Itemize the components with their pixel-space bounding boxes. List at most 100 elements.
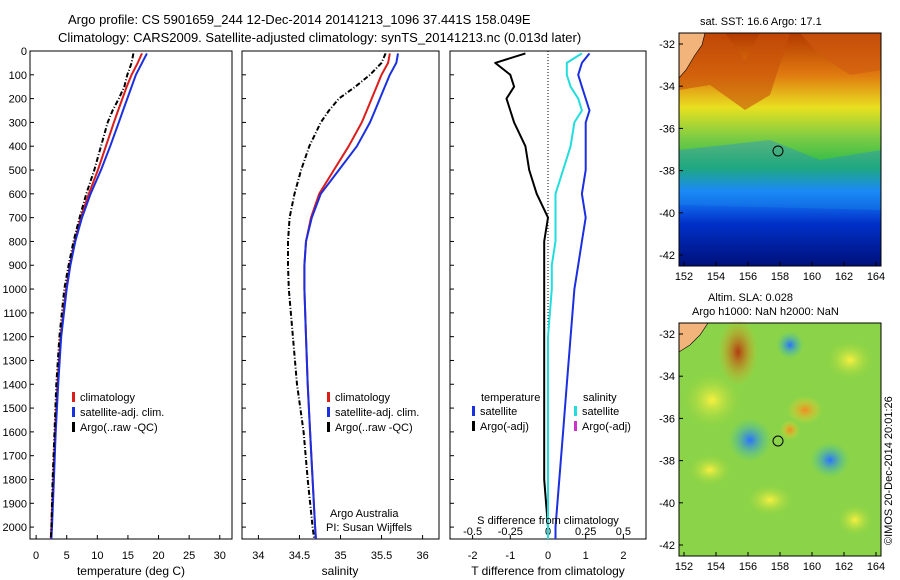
series-line-temperature-argo-adj- (494, 52, 549, 539)
legend-sal-satellite: satellite (582, 406, 619, 418)
annotation-pi: PI: Susan Wijffels (326, 522, 412, 534)
map-lat-label: -34 (659, 81, 675, 93)
map-lon-label: 162 (835, 561, 853, 573)
map-lat-label: -36 (659, 123, 675, 135)
legend-climatology: climatology (335, 392, 391, 404)
depth-tick-label: 1000 (3, 284, 27, 296)
map-lat-label: -40 (659, 498, 675, 510)
temperature-panel-frame (29, 50, 233, 540)
map-lon-label: 152 (675, 271, 693, 283)
salinity-panel-frame (241, 50, 440, 540)
map-lon-label: 160 (803, 271, 821, 283)
depth-tick-label: 600 (9, 189, 27, 201)
x-tick-label: 0 (545, 550, 551, 562)
header-line-1: Argo profile: CS 5901659_244 12-Dec-2014… (68, 12, 531, 27)
map-lat-label: -32 (659, 329, 675, 341)
x-tick-label: 10 (91, 550, 103, 562)
depth-tick-label: 1600 (3, 427, 27, 439)
series-line-argo-raw-qc- (287, 53, 387, 540)
legend-satellite: satellite-adj. clim. (80, 407, 164, 419)
series-line-argo-raw-qc- (49, 53, 135, 540)
depth-tick-label: 1700 (3, 451, 27, 463)
map-lon-label: 162 (835, 271, 853, 283)
depth-tick-label: 500 (9, 165, 27, 177)
map-lat-label: -32 (659, 39, 675, 51)
map-lon-label: 160 (803, 561, 821, 573)
difference-xlabel: T difference from climatology (471, 564, 625, 578)
legend-argo: Argo(..raw -QC) (80, 422, 158, 434)
temperature-panel: 0 5 10 15 20 25 30 (33, 52, 226, 562)
legend-salinity-title: salinity (583, 392, 617, 404)
legend-climatology: climatology (80, 392, 136, 404)
x-tick-label: 2 (620, 550, 626, 562)
map-lat-label: -36 (659, 413, 675, 425)
series-line-satellite-adj-clim- (303, 53, 399, 540)
x-tick-label: 5 (64, 550, 70, 562)
x-tick-label: 35.5 (371, 550, 392, 562)
sla-map-title-1: Altim. SLA: 0.028 (708, 292, 793, 304)
depth-tick-label: 1100 (3, 308, 27, 320)
x-tick-label: 30 (214, 550, 226, 562)
difference-panel: -2 -1 0 1 2-0.5 -0.25 0 0.25 0.5 (463, 51, 631, 562)
map-lat-label: -42 (659, 250, 675, 262)
legend-temperature-title: temperature (481, 392, 540, 404)
map-lon-label: 154 (707, 561, 725, 573)
legend-sal-argo: Argo(-adj) (582, 421, 631, 433)
difference-legend: temperature salinity satellite Argo(-adj… (472, 392, 631, 433)
map-lat-label: -38 (659, 456, 675, 468)
series-line-satellite-adj-clim- (50, 52, 148, 540)
map-lat-label: -38 (659, 166, 675, 178)
map-lon-label: 164 (867, 271, 885, 283)
top-tick-label: -0.5 (463, 526, 482, 538)
depth-tick-label: 1500 (3, 403, 27, 415)
depth-tick-label: 1200 (3, 332, 27, 344)
x-tick-label: 0 (33, 550, 39, 562)
sla-map-title-2: Argo h1000: NaN h2000: NaN (692, 306, 839, 318)
map-lon-label: 158 (771, 561, 789, 573)
legend-satellite: satellite-adj. clim. (335, 407, 419, 419)
depth-tick-label: 400 (9, 141, 27, 153)
x-tick-label: -2 (468, 550, 478, 562)
x-tick-label: 25 (183, 550, 195, 562)
salinity-panel: 34 34.5 35 35.5 36 (252, 53, 429, 562)
x-tick-label: 1 (583, 550, 589, 562)
sst-map-title: sat. SST: 16.6 Argo: 17.1 (700, 16, 822, 28)
x-tick-label: 36 (416, 550, 428, 562)
map-lat-label: -40 (659, 208, 675, 220)
difference-top-xlabel: S difference from climatology (477, 515, 619, 527)
legend-temp-argo: Argo(-adj) (480, 421, 529, 433)
map-lon-label: 156 (739, 271, 757, 283)
map-lat-label: -42 (659, 540, 675, 552)
map-lon-label: 152 (675, 561, 693, 573)
x-tick-label: 15 (122, 550, 134, 562)
series-line-climatology (303, 53, 391, 540)
sla-map (678, 318, 882, 557)
map-lon-label: 154 (707, 271, 725, 283)
depth-axis: 0 100 200 300 400 500 600 700 800 900 1000 1100 1200… (3, 46, 454, 534)
depth-tick-label: 1400 (3, 379, 27, 391)
depth-tick-label: 100 (9, 70, 27, 82)
depth-tick-label: 200 (9, 94, 27, 106)
map-lon-label: 158 (771, 271, 789, 283)
series-line-temperature-satellite (554, 52, 591, 539)
map-lon-label: 156 (739, 561, 757, 573)
depth-tick-label: 1800 (3, 474, 27, 486)
depth-tick-label: 300 (9, 117, 27, 129)
salinity-xlabel: salinity (322, 564, 359, 578)
depth-tick-label: 1900 (3, 498, 27, 510)
top-tick-label: 0.5 (616, 526, 631, 538)
temperature-xlabel: temperature (deg C) (77, 564, 185, 578)
sst-map (678, 32, 882, 267)
profile-plots: 0100200300400500600700800900100011001200… (3, 46, 647, 578)
legend-temp-satellite: satellite (480, 406, 517, 418)
legend-argo: Argo(..raw -QC) (335, 422, 413, 434)
map-lat-label: -34 (659, 371, 675, 383)
depth-tick-label: 0 (21, 46, 27, 58)
depth-tick-label: 800 (9, 236, 27, 248)
x-tick-label: 34.5 (289, 550, 310, 562)
depth-tick-label: 900 (9, 260, 27, 272)
depth-tick-label: 1300 (3, 355, 27, 367)
x-tick-label: 20 (152, 550, 164, 562)
depth-tick-label: 2000 (3, 522, 27, 534)
